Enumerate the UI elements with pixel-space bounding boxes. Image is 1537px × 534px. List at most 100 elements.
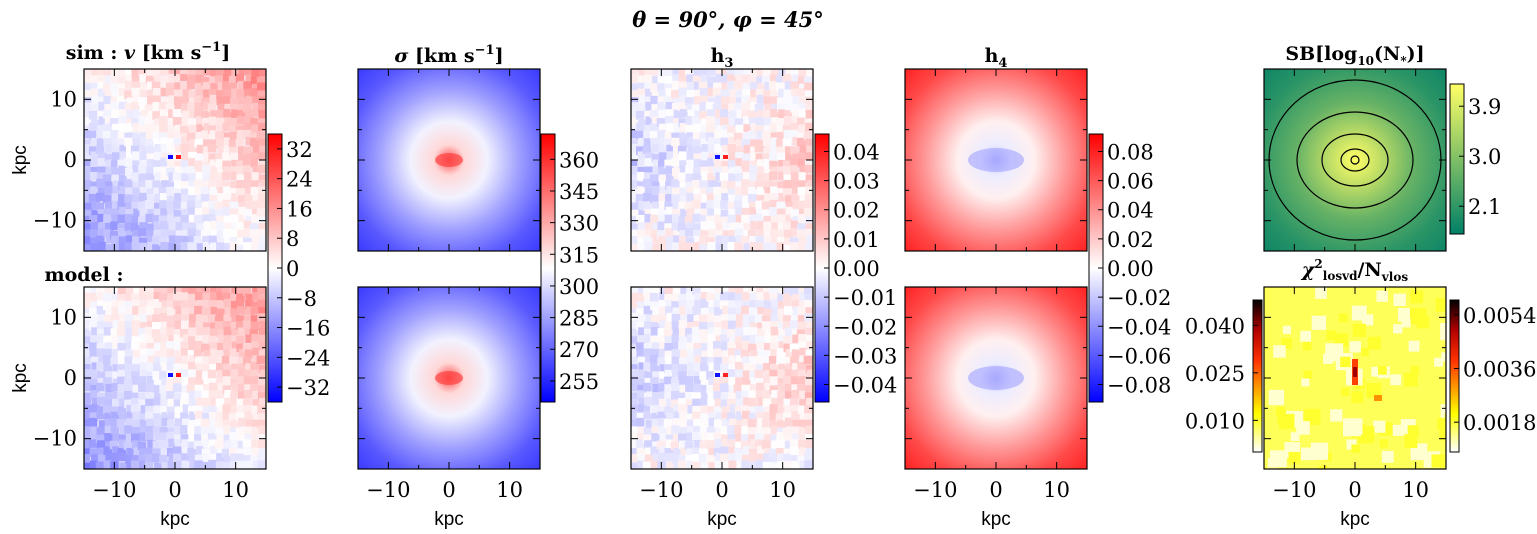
- cbar-tick-label: −0.06: [1107, 344, 1171, 368]
- x-tick-label: 10: [222, 478, 249, 502]
- colorbar-v: 32 24 16 8 0 −8 −16 −24 −32: [267, 133, 330, 403]
- x-tick-label: −10: [639, 478, 683, 502]
- cbar-tick-label: 0.00: [1107, 257, 1154, 281]
- cbar-tick-label: 0.0036: [1463, 358, 1536, 382]
- colorbar-h3: 0.04 0.03 0.02 0.01 0.00 −0.01 −0.02 −0.03 −0.04: [814, 133, 897, 403]
- cbar-tick-label: 0.04: [1107, 199, 1154, 223]
- colorbar-chi2-left: 0.040 0.025 0.010: [1185, 299, 1263, 453]
- cbar-tick-label: 270: [559, 338, 599, 362]
- cbar-tick-label: 3.9: [1468, 95, 1501, 119]
- x-tick-label: −10: [913, 478, 957, 502]
- x-tick-label: 10: [769, 478, 796, 502]
- map-sb-sim: [1263, 68, 1447, 252]
- x-axis-label: kpc: [981, 509, 1011, 530]
- map-v-model: −10 0 10 kpc −10 0 10 kpc: [10, 286, 267, 530]
- title-v: sim : v [km s−1]: [66, 40, 230, 64]
- cbar-tick-label: −32: [286, 376, 330, 400]
- cbar-tick-label: 0.04: [833, 140, 880, 164]
- title-sigma: σ [km s−1]: [394, 43, 503, 67]
- colorbar-sb-bar: [1449, 83, 1465, 235]
- cbar-tick-label: 0.040: [1185, 314, 1245, 338]
- y-tick-label: 0: [64, 148, 77, 172]
- row-label-model: model :: [45, 264, 124, 286]
- cbar-tick-label: −0.04: [1107, 315, 1171, 339]
- x-tick-label: 0: [989, 478, 1002, 502]
- cbar-tick-label: 0: [286, 257, 299, 281]
- x-tick-label: −10: [92, 478, 136, 502]
- y-axis-label: kpc: [10, 363, 31, 393]
- map-sigma-sim: [357, 68, 541, 252]
- cbar-tick-label: 0.0018: [1463, 411, 1536, 435]
- cbar-tick-label: 345: [559, 180, 599, 204]
- cbar-tick-label: −0.03: [833, 344, 897, 368]
- cbar-tick-label: 315: [559, 243, 599, 267]
- cbar-tick-label: 0.0054: [1463, 304, 1536, 328]
- x-tick-label: 10: [1043, 478, 1070, 502]
- cbar-tick-label: 285: [559, 307, 599, 331]
- cbar-tick-label: 16: [286, 197, 313, 221]
- cbar-tick-label: −0.04: [833, 374, 897, 398]
- cbar-tick-label: −24: [286, 346, 330, 370]
- colorbar-chi2-right-bar: [1449, 299, 1460, 453]
- x-tick-label: 0: [715, 478, 728, 502]
- cbar-tick-label: 0.025: [1185, 362, 1245, 386]
- title-chi2: χ2losvd/Nvlos: [1300, 257, 1408, 284]
- x-tick-label: 0: [168, 478, 181, 502]
- cbar-tick-label: 0.00: [833, 257, 880, 281]
- map-v-sim: −10 0 10 kpc: [10, 68, 267, 252]
- y-tick-label: 10: [50, 305, 77, 329]
- cbar-tick-label: −16: [286, 317, 330, 341]
- map-sigma-model: −10 0 10 kpc: [357, 286, 541, 530]
- title-sb: SB[log10(N*)]: [1285, 43, 1424, 68]
- colorbar-h4: 0.08 0.06 0.04 0.02 0.00 −0.02 −0.04 −0.06 −0.08: [1088, 133, 1171, 403]
- cbar-tick-label: 0.02: [833, 199, 880, 223]
- sb-contour: [1340, 148, 1370, 172]
- x-tick-label: 10: [1402, 478, 1429, 502]
- y-tick-label: −10: [33, 209, 77, 233]
- map-h4-model: −10 0 10 kpc: [904, 286, 1088, 530]
- map-h3-sim: [630, 68, 814, 252]
- cbar-tick-label: −8: [286, 287, 317, 311]
- sb-contour: [1321, 133, 1389, 187]
- cbar-tick-label: 300: [559, 275, 599, 299]
- sb-contour: [1350, 155, 1360, 165]
- x-axis-label: kpc: [434, 509, 464, 530]
- cbar-tick-label: 3.0: [1468, 145, 1501, 169]
- x-tick-label: −10: [366, 478, 410, 502]
- sb-contour: [1296, 111, 1414, 209]
- cbar-tick-label: 0.03: [833, 170, 880, 194]
- x-tick-label: 0: [1348, 478, 1361, 502]
- colorbar-sigma: 360 345 330 315 300 285 270 255: [540, 133, 599, 403]
- cbar-tick-label: 0.06: [1107, 170, 1154, 194]
- cbar-tick-label: 0.01: [833, 228, 880, 252]
- title-h3: h3: [711, 45, 734, 71]
- map-h3-model: −10 0 10 kpc: [630, 286, 814, 530]
- colorbar-sigma-bar: [540, 133, 556, 403]
- figure-suptitle: θ = 90°, φ = 45°: [632, 7, 824, 32]
- x-tick-label: 0: [442, 478, 455, 502]
- colorbar-chi2-right: 0.0054 0.0036 0.0018: [1449, 299, 1536, 453]
- x-axis-label: kpc: [160, 509, 190, 530]
- cbar-tick-label: 32: [286, 138, 313, 162]
- cbar-tick-label: 24: [286, 168, 313, 192]
- x-tick-label: 10: [496, 478, 523, 502]
- cbar-tick-label: 2.1: [1468, 195, 1501, 219]
- x-axis-label: kpc: [707, 509, 737, 530]
- cbar-tick-label: −0.01: [833, 286, 897, 310]
- cbar-tick-label: −0.02: [833, 315, 897, 339]
- map-chi2-model: −10 0 10 kpc: [1263, 286, 1447, 530]
- cbar-tick-label: −0.02: [1107, 286, 1171, 310]
- cbar-tick-label: 0.02: [1107, 228, 1154, 252]
- cbar-tick-label: 255: [559, 370, 599, 394]
- y-tick-label: −10: [33, 427, 77, 451]
- cbar-tick-label: −0.08: [1107, 374, 1171, 398]
- map-h4-sim: [904, 68, 1088, 252]
- cbar-tick-label: 360: [559, 148, 599, 172]
- colorbar-chi2-left-bar: [1252, 299, 1263, 453]
- cbar-tick-label: 0.08: [1107, 140, 1154, 164]
- cbar-tick-label: 0.010: [1185, 409, 1245, 433]
- cbar-tick-label: 8: [286, 227, 299, 251]
- y-axis-label: kpc: [10, 145, 31, 175]
- y-tick-label: 0: [64, 366, 77, 390]
